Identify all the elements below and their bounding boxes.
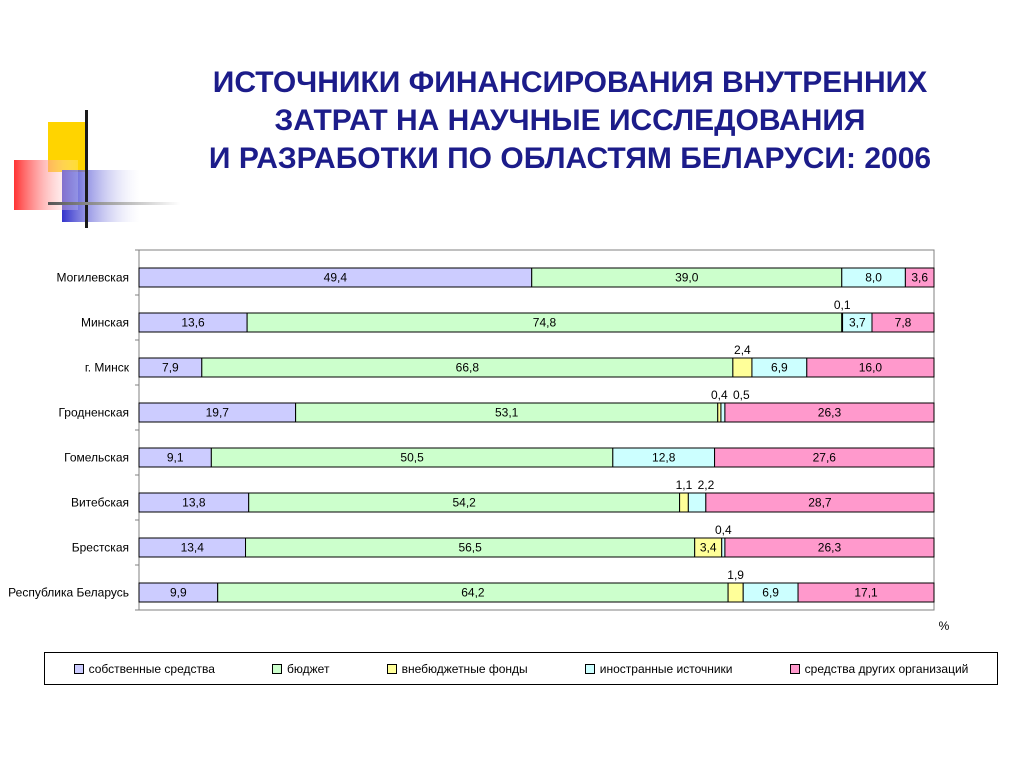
legend-swatch <box>386 663 397 674</box>
title-line: ИСТОЧНИКИ ФИНАНСИРОВАНИЯ ВНУТРЕННИХ <box>212 66 928 99</box>
bar-segment <box>871 312 935 333</box>
data-label: 1,1 <box>676 478 693 492</box>
data-label: 9,9 <box>170 586 187 600</box>
legend-item: бюджет <box>272 662 329 676</box>
legend-item: внебюджетные фонды <box>386 661 528 676</box>
bar-segment <box>797 582 935 603</box>
data-label: 39,0 <box>675 271 699 285</box>
bar-segment <box>714 447 935 468</box>
stacked-bar-chart: Могилевская 49,4 39,0 8,0 3,6 Минская 13,6 74,8… <box>8 249 950 633</box>
data-label: 16,0 <box>859 361 883 375</box>
legend-item: собственные средства <box>73 661 215 676</box>
category-label: Минская <box>81 316 129 330</box>
legend-swatch <box>73 663 84 674</box>
data-label: 54,2 <box>452 496 476 510</box>
legend-item: иностранные источники <box>584 661 733 676</box>
category-label: г. Минск <box>85 361 130 375</box>
legend-swatch <box>789 663 800 674</box>
data-label: 66,8 <box>456 361 480 375</box>
data-label: 3,4 <box>700 541 717 555</box>
category-label: Республика Беларусь <box>8 586 129 600</box>
category-label: Брестская <box>72 541 129 555</box>
data-label: 26,3 <box>818 541 842 555</box>
data-label: 0,4 <box>715 523 732 537</box>
data-label: 50,5 <box>400 451 424 465</box>
data-label: 7,9 <box>162 361 179 375</box>
data-label: 28,7 <box>808 496 832 510</box>
title-line: И РАЗРАБОТКИ ПО ОБЛАСТЯМ БЕЛАРУСИ: 2006 <box>208 142 932 175</box>
bar-segment <box>679 492 689 513</box>
bar-segment <box>732 357 753 378</box>
data-label: 53,1 <box>495 406 519 420</box>
data-label: 0,1 <box>834 298 851 312</box>
bar-segment <box>904 267 935 288</box>
legend-label: бюджет <box>287 661 330 676</box>
bar-segment <box>687 492 707 513</box>
category-label: Могилевская <box>57 271 130 285</box>
legend-label: средства других организаций <box>804 661 969 676</box>
page-title: ИСТОЧНИКИ ФИНАНСИРОВАНИЯ ВНУТРЕННИХ ЗАТР… <box>130 64 1010 178</box>
data-label: 6,9 <box>762 586 779 600</box>
data-label: 17,1 <box>854 586 878 600</box>
data-label: 6,9 <box>771 361 788 375</box>
data-label: 49,4 <box>324 271 348 285</box>
data-label: 3,7 <box>849 316 866 330</box>
data-label: 2,2 <box>698 478 715 492</box>
legend-label: иностранные источники <box>599 661 733 676</box>
category-label: Гродненская <box>58 406 129 420</box>
data-label: 13,4 <box>181 541 205 555</box>
legend-item: средства других организаций <box>789 661 969 676</box>
bar-segment <box>724 537 935 558</box>
category-label: Витебская <box>71 496 129 510</box>
data-label: 0,5 <box>733 388 750 402</box>
deco-horizontal-line <box>48 202 180 205</box>
data-label: 26,3 <box>818 406 842 420</box>
deco-red-square <box>14 160 78 210</box>
data-label: 74,8 <box>533 316 557 330</box>
data-label: 0,4 <box>711 388 728 402</box>
legend-swatch <box>584 663 595 674</box>
data-label: 13,8 <box>182 496 206 510</box>
legend-label: внебюджетные фонды <box>401 661 528 676</box>
bar-segment <box>705 492 935 513</box>
bar-segment <box>724 402 935 423</box>
data-label: 56,5 <box>458 541 482 555</box>
data-label: 13,6 <box>181 316 205 330</box>
data-label: 7,8 <box>895 316 912 330</box>
data-label: 12,8 <box>652 451 676 465</box>
data-label: 2,4 <box>734 343 751 357</box>
data-label: 3,6 <box>911 271 928 285</box>
title-decoration <box>14 110 180 228</box>
data-label: 9,1 <box>167 451 184 465</box>
bar-segment <box>720 402 726 423</box>
legend-label: собственные средства <box>88 661 215 676</box>
data-label: 27,6 <box>813 451 837 465</box>
axis-unit-label: % <box>939 619 950 633</box>
bar-segment <box>806 357 935 378</box>
deco-vertical-line <box>85 110 88 228</box>
data-label: 8,0 <box>865 271 882 285</box>
title-line: ЗАТРАТ НА НАУЧНЫЕ ИССЛЕДОВАНИЯ <box>274 104 866 137</box>
data-label: 19,7 <box>206 406 230 420</box>
data-label: 1,9 <box>727 568 744 582</box>
category-label: Гомельская <box>64 451 129 465</box>
chart-legend: собственные средства бюджет внебюджетные ф… <box>44 652 998 685</box>
legend-swatch <box>272 663 283 674</box>
data-label: 64,2 <box>461 586 485 600</box>
bar-segment <box>727 582 744 603</box>
